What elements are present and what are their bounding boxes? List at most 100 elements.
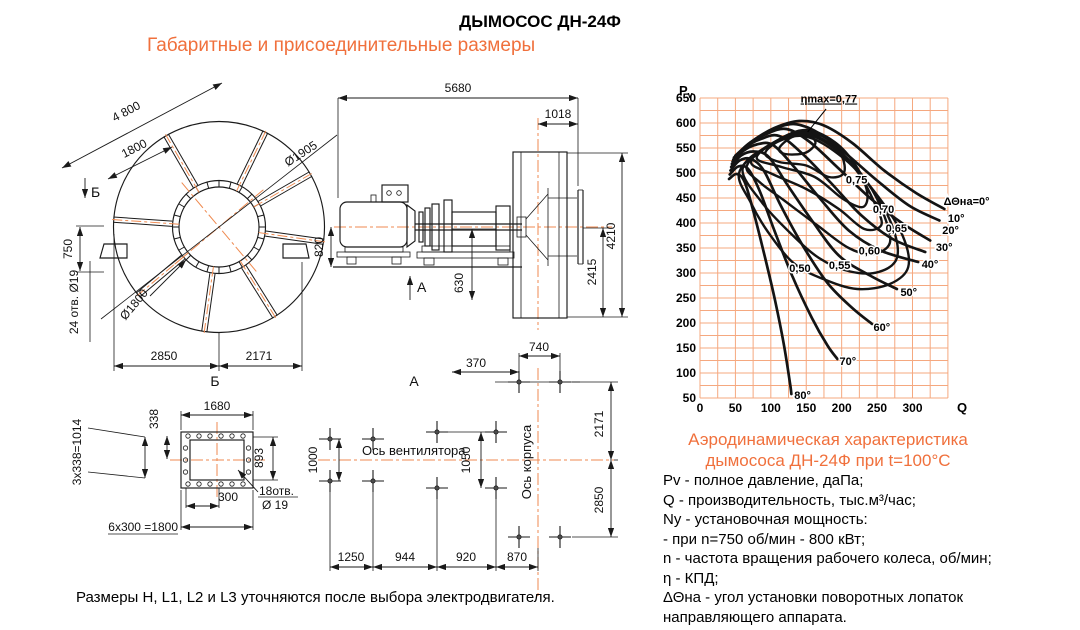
svg-text:100: 100 <box>676 366 696 380</box>
view-label-a: А <box>409 373 419 389</box>
svg-text:200: 200 <box>676 316 696 330</box>
svg-text:0,75: 0,75 <box>846 175 867 187</box>
flange-outer <box>180 431 254 489</box>
flange-inner <box>189 439 245 481</box>
dim-label-dia1800: Ø1800 <box>117 286 151 323</box>
dia1905-leader <box>100 134 338 320</box>
fan-axis-label: Ось вентилятора <box>362 443 466 458</box>
legend-line-power: - при n=750 об/мин - 800 кВт; <box>663 530 866 548</box>
svg-text:300: 300 <box>676 266 696 280</box>
svg-text:0,50: 0,50 <box>789 263 810 275</box>
svg-text:600: 600 <box>676 116 696 130</box>
dim-label-920: 920 <box>456 550 476 564</box>
motor-endbell <box>406 203 416 249</box>
legend-line-pv: Pv - полное давление, даПа; <box>663 472 864 489</box>
dim-label-4210: 4210 <box>604 222 618 249</box>
svg-text:40°: 40° <box>922 259 939 271</box>
svg-text:400: 400 <box>676 216 696 230</box>
dim-label-944: 944 <box>395 550 415 564</box>
svg-text:550: 550 <box>676 141 696 155</box>
svg-text:70°: 70° <box>840 356 857 368</box>
svg-text:300: 300 <box>902 401 922 415</box>
svg-text:10°: 10° <box>948 213 965 225</box>
bolt-circle-ticks <box>172 180 266 274</box>
svg-text:ΔΘна=0°: ΔΘна=0° <box>944 196 990 208</box>
svg-text:0: 0 <box>697 401 704 415</box>
dim-label-plan-2171: 2171 <box>592 410 606 437</box>
svg-text:500: 500 <box>676 166 696 180</box>
dim-label-893: 893 <box>252 448 266 468</box>
svg-text:30°: 30° <box>936 242 953 254</box>
front-view: 4 800 1800 Ø1905 Ø1800 Б 750 24 отв. Ø19… <box>61 82 338 389</box>
svg-text:50°: 50° <box>900 287 917 299</box>
dim-label-18-holes: 18отв. <box>259 484 294 498</box>
legend-line-eta: η - КПД; <box>663 569 719 587</box>
svg-text:650: 650 <box>676 91 696 105</box>
dim-label-630: 630 <box>452 273 466 293</box>
terminal-box <box>381 184 409 203</box>
right-foot <box>282 243 310 259</box>
svg-text:50: 50 <box>729 401 743 415</box>
chart-legend: Pv - полное давление, даПа; Q - производ… <box>663 471 1075 627</box>
svg-text:350: 350 <box>676 241 696 255</box>
dim-label-750: 750 <box>61 239 75 259</box>
dim-label-870: 870 <box>507 550 527 564</box>
legend-line-q: Q - производительность, тыс.м³/час; <box>663 491 916 509</box>
legend-line-n: n - частота вращения рабочего колеса, об… <box>663 550 992 567</box>
svg-text:50: 50 <box>683 391 697 405</box>
flange-bolt-holes <box>182 433 252 487</box>
svg-text:250: 250 <box>867 401 887 415</box>
svg-text:250: 250 <box>676 291 696 305</box>
dim-label-1014: 3x338=1014 <box>70 418 84 485</box>
left-foot <box>99 243 128 259</box>
dim-label-1000: 1000 <box>306 446 320 473</box>
dim-label-1250: 1250 <box>338 550 365 564</box>
dim-label-1018: 1018 <box>545 107 572 121</box>
dim-label-2171: 2171 <box>246 349 273 363</box>
dim-label-370: 370 <box>466 356 486 370</box>
foundation-plan: А Ось вентилятора Ось корпуса 740 370 10… <box>306 340 618 598</box>
side-view: 5680 1018 4210 2415 820 630 А <box>312 81 628 330</box>
chart-caption-line2: дымососа ДН-24Ф при t=100°C <box>705 450 951 470</box>
legend-line-ny: Ny - установочная мощность: <box>663 511 868 528</box>
drawings-canvas: 4 800 1800 Ø1905 Ø1800 Б 750 24 отв. Ø19… <box>61 81 628 598</box>
view-arrow-b: Б <box>91 184 100 200</box>
motor-body <box>339 201 408 248</box>
svg-text:150: 150 <box>676 341 696 355</box>
dim-label-1050: 1050 <box>459 446 473 473</box>
page-title: ДЫМОСОС ДН-24Ф <box>459 12 621 31</box>
housing-outline <box>512 151 568 319</box>
view-arrow-a: А <box>417 279 427 295</box>
svg-text:80°: 80° <box>794 390 811 402</box>
legend-line-theta: ΔΘна - угол установки поворотных лопаток <box>663 589 964 606</box>
svg-text:200: 200 <box>832 401 852 415</box>
footnote: Размеры H, L1, L2 и L3 уточняются после … <box>76 589 555 606</box>
dim-label-4800: 4 800 <box>110 98 143 125</box>
svg-text:0,65: 0,65 <box>886 223 907 235</box>
impeller <box>525 188 577 266</box>
dim-label-1680: 1680 <box>204 399 231 413</box>
legend-line-theta2: направляющего аппарата. <box>663 608 847 626</box>
dim-label-24-holes: 24 отв. Ø19 <box>67 270 81 335</box>
dim-label-dia19: Ø 19 <box>262 498 288 512</box>
svg-text:ηmax=0,77: ηmax=0,77 <box>801 94 858 106</box>
coupling <box>418 211 424 243</box>
dim-label-740: 740 <box>529 340 549 354</box>
svg-text:0,60: 0,60 <box>859 246 880 258</box>
dim-label-6x300: 6x300 =1800 <box>108 520 178 534</box>
flange-view: 1680 338 3x338=1014 893 300 6x300 =1800 … <box>70 399 298 535</box>
dim-label-dia1905: Ø1905 <box>282 138 320 170</box>
housing-axis-label: Ось корпуса <box>519 424 534 499</box>
svg-text:60°: 60° <box>874 322 891 334</box>
view-label-b: Б <box>210 373 219 389</box>
dim-label-820: 820 <box>312 237 326 257</box>
svg-text:0,70: 0,70 <box>873 204 894 216</box>
svg-text:Q: Q <box>957 400 967 415</box>
fan-hub <box>495 205 511 251</box>
svg-text:450: 450 <box>676 191 696 205</box>
bearing-pedestal <box>443 199 453 253</box>
chart-caption-line1: Аэродинамическая характеристика <box>688 430 968 449</box>
svg-text:100: 100 <box>761 401 781 415</box>
aerodynamic-chart: 0 50 100 150 200 250 3005010015020025030035040… <box>676 83 991 415</box>
dim-label-2850: 2850 <box>151 349 178 363</box>
